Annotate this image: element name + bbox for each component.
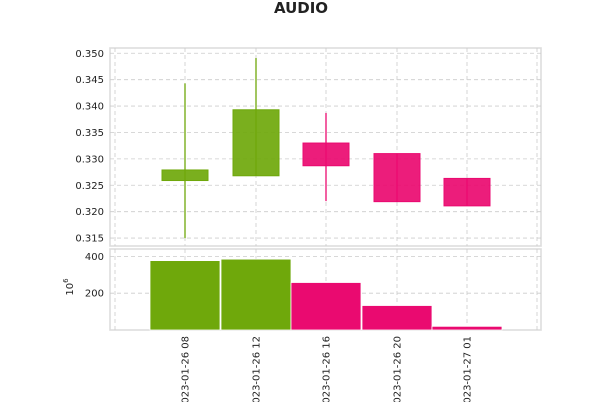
candle-body-4 — [443, 177, 491, 207]
volume-bar-1 — [220, 258, 292, 331]
price-panel-frame — [109, 47, 542, 247]
volume-bar-2 — [290, 282, 362, 331]
price-ytick-5: 0.340 — [75, 102, 104, 113]
price-y-ticks: 0.315 0.320 0.325 0.330 0.335 0.340 0.345 0.350 — [75, 49, 104, 245]
x-tick-3: 023-01-26 20 — [393, 336, 404, 402]
volume-ytick-0: 200 — [85, 289, 104, 300]
price-panel: 0.315 0.320 0.325 0.330 0.335 0.340 0.345 0.350 — [75, 47, 542, 247]
candle-body-0 — [161, 169, 209, 182]
x-tick-1: 023-01-26 12 — [252, 336, 263, 402]
price-ytick-4: 0.335 — [75, 128, 104, 139]
price-ytick-3: 0.330 — [75, 154, 104, 165]
price-ytick-7: 0.350 — [75, 49, 104, 60]
volume-panel: 200 400 106 — [62, 248, 542, 331]
x-tick-4: 023-01-27 01 — [463, 336, 474, 402]
price-gridlines — [110, 48, 541, 246]
candle-body-1 — [232, 109, 280, 177]
price-ytick-1: 0.320 — [75, 207, 104, 218]
volume-bar-3 — [361, 305, 433, 331]
volume-y-ticks: 200 400 — [85, 252, 104, 300]
price-ytick-2: 0.325 — [75, 181, 104, 192]
chart-title: AUDIO — [274, 0, 328, 17]
volume-bar-0 — [149, 260, 221, 331]
volume-bars — [149, 258, 503, 331]
candle-body-2 — [302, 142, 350, 167]
volume-ytick-1: 400 — [85, 252, 104, 263]
candle-body-3 — [373, 153, 421, 203]
volume-axis-label: 106 — [62, 278, 76, 296]
x-tick-0: 023-01-26 08 — [181, 336, 192, 402]
x-axis-tick-labels: 023-01-26 08 023-01-26 12 023-01-26 16 023-… — [181, 336, 474, 402]
price-ytick-0: 0.315 — [75, 234, 104, 245]
volume-bar-4 — [431, 325, 503, 331]
x-tick-2: 023-01-26 16 — [322, 336, 333, 402]
price-ytick-6: 0.345 — [75, 75, 104, 86]
candles — [161, 58, 491, 239]
